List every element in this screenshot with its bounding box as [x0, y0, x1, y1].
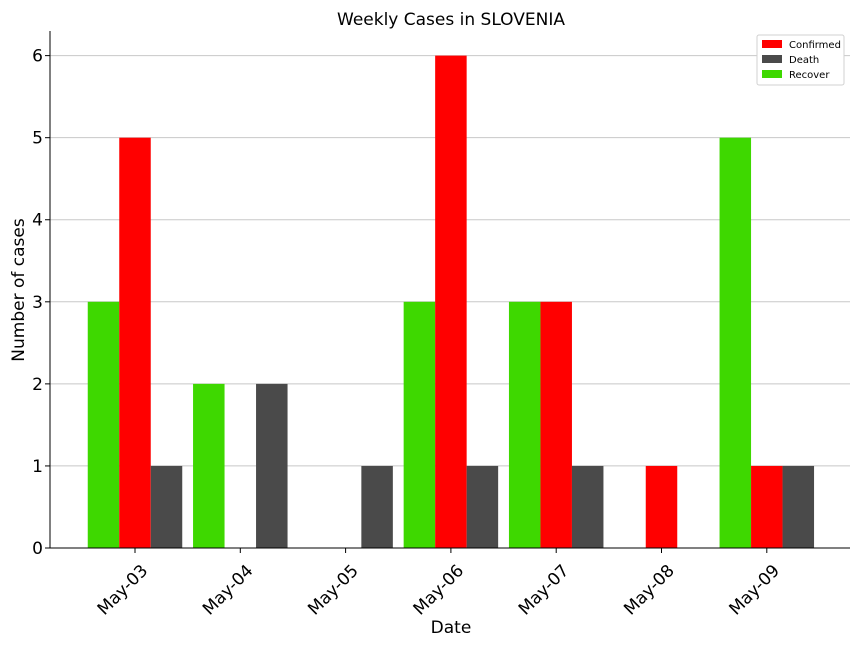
legend-swatch-recover	[762, 70, 782, 78]
y-tick-label: 5	[32, 129, 43, 149]
bar-death-may-04	[256, 383, 288, 548]
bar-death-may-09	[782, 465, 815, 548]
bar-recover-may-04	[193, 383, 225, 548]
y-tick-label: 4	[32, 211, 43, 231]
legend-swatch-confirmed	[762, 40, 782, 48]
bar-recover-may-03	[87, 301, 120, 548]
bar-confirmed-may-08	[645, 465, 678, 548]
chart-title: Weekly Cases in SLOVENIA	[337, 10, 565, 30]
bar-death-may-05	[361, 465, 393, 548]
bar-recover-may-07	[508, 301, 541, 548]
bar-death-may-07	[571, 465, 604, 548]
legend-label-death: Death	[789, 55, 819, 66]
bar-recover-may-09	[719, 137, 752, 548]
legend-swatch-death	[762, 55, 782, 63]
bar-recover-may-06	[403, 301, 436, 548]
bars-layer	[87, 55, 815, 548]
legend-label-confirmed: Confirmed	[789, 40, 841, 51]
bar-confirmed-may-07	[540, 301, 572, 548]
bar-death-may-03	[150, 465, 183, 548]
y-axis-label: Number of cases	[9, 218, 29, 362]
legend-label-recover: Recover	[789, 70, 830, 81]
legend: Confirmed Death Recover	[756, 34, 845, 86]
bar-death-may-06	[466, 465, 499, 548]
x-axis-label: Date	[431, 618, 472, 638]
y-tick-label: 3	[32, 293, 43, 313]
bar-confirmed-may-06	[435, 55, 467, 548]
y-tick-label: 1	[32, 457, 43, 477]
bar-confirmed-may-09	[751, 465, 783, 548]
axes-layer	[49, 31, 850, 549]
y-tick-label: 0	[32, 539, 43, 559]
bar-confirmed-may-03	[119, 137, 151, 548]
y-tick-label: 6	[32, 47, 43, 67]
y-tick-label: 2	[32, 375, 43, 395]
